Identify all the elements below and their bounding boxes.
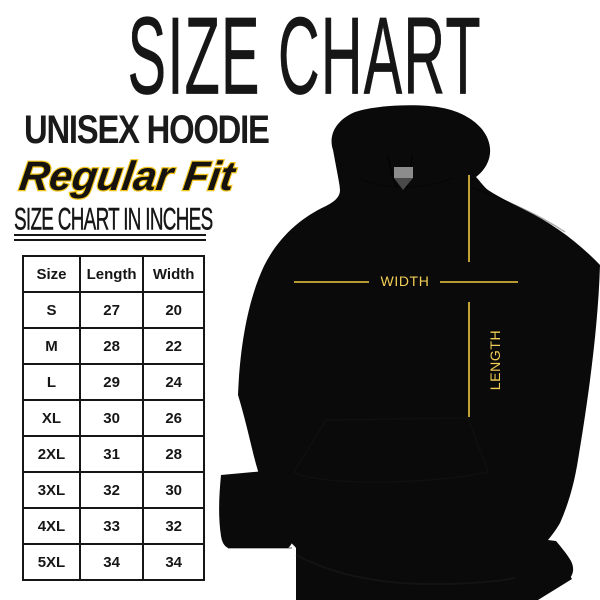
svg-text:WIDTH: WIDTH	[381, 273, 430, 289]
svg-text:LENGTH: LENGTH	[487, 330, 503, 390]
